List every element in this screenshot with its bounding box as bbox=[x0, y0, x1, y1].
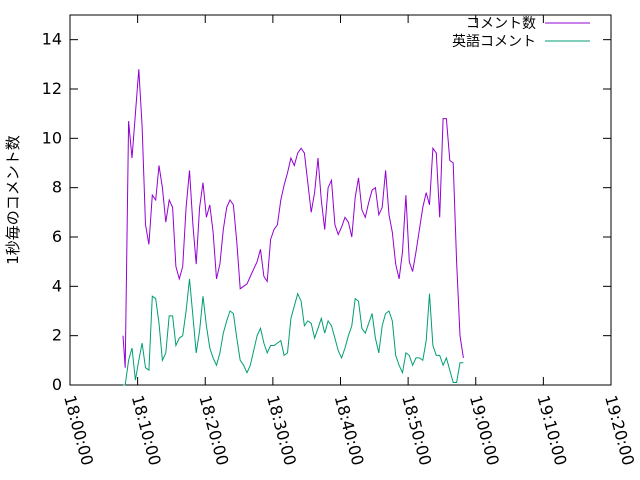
legend-label: コメント数 bbox=[466, 16, 536, 32]
x-tick-label: 18:20:00 bbox=[195, 393, 232, 467]
x-tick-label: 19:20:00 bbox=[601, 393, 638, 467]
series-layer bbox=[122, 69, 464, 386]
legend-label: 英語コメント bbox=[452, 33, 536, 50]
x-tick-label: 18:00:00 bbox=[60, 393, 97, 467]
y-tick-label: 0 bbox=[52, 375, 62, 394]
y-tick-label: 6 bbox=[52, 227, 62, 246]
series-line-2 bbox=[123, 278, 464, 386]
x-tick-label: 18:50:00 bbox=[398, 393, 435, 467]
x-tick-label: 18:10:00 bbox=[128, 393, 165, 467]
x-axis: 18:00:00 18:10:00 18:20:00 18:30:00 18:40:00… bbox=[60, 15, 638, 467]
y-tick-label: 8 bbox=[52, 178, 62, 197]
y-tick-label: 4 bbox=[52, 276, 62, 295]
x-tick-label: 18:40:00 bbox=[331, 393, 368, 467]
x-tick-label: 19:00:00 bbox=[466, 393, 503, 467]
series-line-1 bbox=[122, 69, 464, 368]
x-tick-label: 19:10:00 bbox=[534, 393, 571, 467]
y-tick-label: 10 bbox=[42, 128, 62, 147]
y-axis-label: 1秒毎のコメント数 bbox=[4, 135, 22, 265]
x-tick-label: 18:30:00 bbox=[263, 393, 300, 467]
y-tick-label: 12 bbox=[42, 79, 62, 98]
y-tick-label: 2 bbox=[52, 326, 62, 345]
y-axis: 0 2 4 6 8 10 12 14 bbox=[42, 30, 611, 394]
y-tick-label: 14 bbox=[42, 30, 62, 49]
